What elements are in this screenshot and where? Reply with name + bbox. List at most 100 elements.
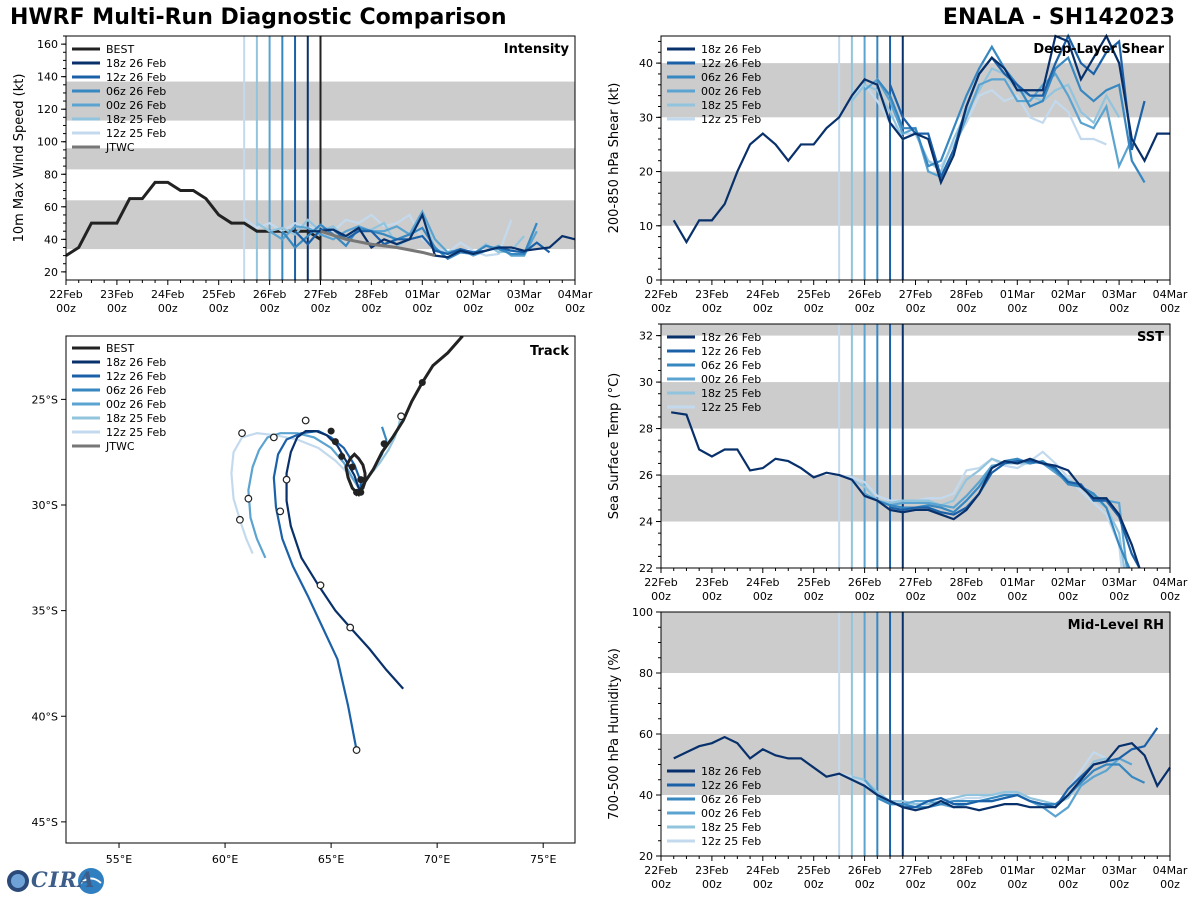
rh-xtick-label: 26Feb	[848, 864, 881, 877]
intensity-xtick-label: 04Mar	[558, 288, 593, 301]
intensity-ylabel: 10m Max Wind Speed (kt)	[12, 74, 27, 243]
sst-panel-title: SST	[1137, 330, 1164, 345]
rh-ylabel: 700-500 hPa Humidity (%)	[607, 648, 622, 820]
intensity-ytick-label: 80	[44, 168, 58, 181]
shear-chart: 01020304022Feb00z23Feb00z24Feb00z25Feb00…	[607, 33, 1188, 315]
shear-series-line	[838, 83, 1107, 168]
intensity-xtick-label: 27Feb	[304, 288, 337, 301]
track-xtick-label: 55°E	[106, 853, 132, 866]
sst-series-line	[671, 411, 1141, 569]
intensity-legend-label: 12z 25 Feb	[106, 127, 166, 140]
shear-xtick-label: 00z	[651, 302, 671, 315]
track-xtick-label: 65°E	[318, 853, 344, 866]
intensity-xtick-label: 02Mar	[456, 288, 491, 301]
intensity-legend-label: 18z 26 Feb	[106, 57, 166, 70]
sst-shaded-band	[661, 382, 1170, 429]
intensity-xtick-label: 00z	[412, 302, 432, 315]
intensity-xtick-label: 00z	[463, 302, 483, 315]
shear-xtick-label: 24Feb	[746, 288, 779, 301]
intensity-xtick-label: 00z	[56, 302, 76, 315]
sst-xtick-label: 00z	[804, 590, 824, 603]
sst-xtick-label: 00z	[1058, 590, 1078, 603]
intensity-xtick-label: 03Mar	[507, 288, 542, 301]
intensity-ytick-label: 160	[37, 38, 58, 51]
shear-xtick-label: 03Mar	[1102, 288, 1137, 301]
sst-xtick-label: 27Feb	[899, 576, 932, 589]
track-legend-label: 00z 26 Feb	[106, 398, 166, 411]
sst-xtick-label: 00z	[1109, 590, 1129, 603]
rh-ytick-label: 80	[639, 667, 653, 680]
intensity-xtick-label: 00z	[209, 302, 229, 315]
sst-ytick-label: 22	[639, 562, 653, 575]
sst-chart: 22242628303222Feb00z23Feb00z24Feb00z25Fe…	[607, 323, 1188, 603]
track-best-marker	[357, 476, 365, 484]
sst-ytick-label: 32	[639, 330, 653, 343]
rh-xtick-label: 28Feb	[950, 864, 983, 877]
rh-legend-label: 18z 26 Feb	[701, 765, 761, 778]
sst-xtick-label: 03Mar	[1102, 576, 1137, 589]
track-panel-title: Track	[530, 344, 569, 359]
rh-legend-label: 00z 26 Feb	[701, 807, 761, 820]
sst-legend-label: 12z 25 Feb	[701, 401, 761, 414]
track-forecast-marker	[236, 515, 244, 524]
sst-xtick-label: 00z	[702, 590, 722, 603]
rh-xtick-label: 00z	[651, 878, 671, 891]
sst-xtick-label: 28Feb	[950, 576, 983, 589]
sst-xtick-label: 02Mar	[1051, 576, 1086, 589]
sst-xtick-label: 25Feb	[797, 576, 830, 589]
shear-xtick-label: 25Feb	[797, 288, 830, 301]
intensity-panel-title: Intensity	[504, 42, 570, 57]
shear-panel-title: Deep-Layer Shear	[1033, 42, 1164, 57]
intensity-series-line	[243, 213, 513, 257]
track-ytick-label: 30°S	[32, 499, 58, 512]
shear-series-line	[851, 67, 1121, 174]
intensity-xtick-label: 00z	[158, 302, 178, 315]
sst-xtick-label: 26Feb	[848, 576, 881, 589]
track-forecast-marker	[238, 429, 246, 438]
intensity-ytick-label: 140	[37, 71, 58, 84]
sst-xtick-label: 24Feb	[746, 576, 779, 589]
intensity-chart: 2040608010012014016022Feb00z23Feb00z24Fe…	[12, 35, 593, 315]
intensity-legend-label: 18z 25 Feb	[106, 113, 166, 126]
sst-ytick-label: 30	[639, 376, 653, 389]
sst-legend-label: 00z 26 Feb	[701, 373, 761, 386]
track-forecast-marker	[352, 746, 361, 754]
shear-ytick-label: 30	[639, 111, 653, 124]
intensity-xtick-label: 26Feb	[253, 288, 286, 301]
rh-xtick-label: 02Mar	[1051, 864, 1086, 877]
rh-shaded-band	[661, 612, 1170, 673]
shear-xtick-label: 00z	[1007, 302, 1027, 315]
intensity-legend-label: 00z 26 Feb	[106, 99, 166, 112]
sst-xtick-label: 00z	[1160, 590, 1180, 603]
shear-series-line	[672, 33, 1170, 245]
intensity-xtick-label: 22Feb	[49, 288, 82, 301]
sst-ytick-label: 24	[639, 516, 653, 529]
storm-id-title: ENALA - SH142023	[942, 5, 1175, 30]
rh-series-line	[673, 735, 1171, 812]
sst-legend-label: 06z 26 Feb	[701, 359, 761, 372]
shear-shaded-band	[661, 171, 1170, 226]
sst-shaded-band	[661, 475, 1170, 522]
intensity-legend-label: JTWC	[105, 141, 135, 154]
rh-xtick-label: 27Feb	[899, 864, 932, 877]
intensity-ytick-label: 60	[44, 201, 58, 214]
cira-logo-text: CIRA	[31, 867, 96, 892]
shear-xtick-label: 00z	[804, 302, 824, 315]
shear-xtick-label: 00z	[855, 302, 875, 315]
shear-xtick-label: 00z	[906, 302, 926, 315]
rh-ytick-label: 20	[639, 850, 653, 863]
sst-xtick-label: 04Mar	[1153, 576, 1188, 589]
track-xtick-label: 60°E	[212, 853, 238, 866]
rh-xtick-label: 00z	[855, 878, 875, 891]
intensity-ytick-label: 100	[37, 136, 58, 149]
track-forecast-marker	[276, 507, 285, 516]
sst-xtick-label: 00z	[1007, 590, 1027, 603]
track-forecast-marker	[282, 475, 291, 484]
rh-xtick-label: 00z	[1007, 878, 1027, 891]
shear-xtick-label: 00z	[753, 302, 773, 315]
track-legend-label: 12z 25 Feb	[106, 426, 166, 439]
track-legend-label: BEST	[106, 342, 134, 355]
track-best-marker	[418, 378, 426, 386]
track-forecast-line	[272, 429, 362, 751]
